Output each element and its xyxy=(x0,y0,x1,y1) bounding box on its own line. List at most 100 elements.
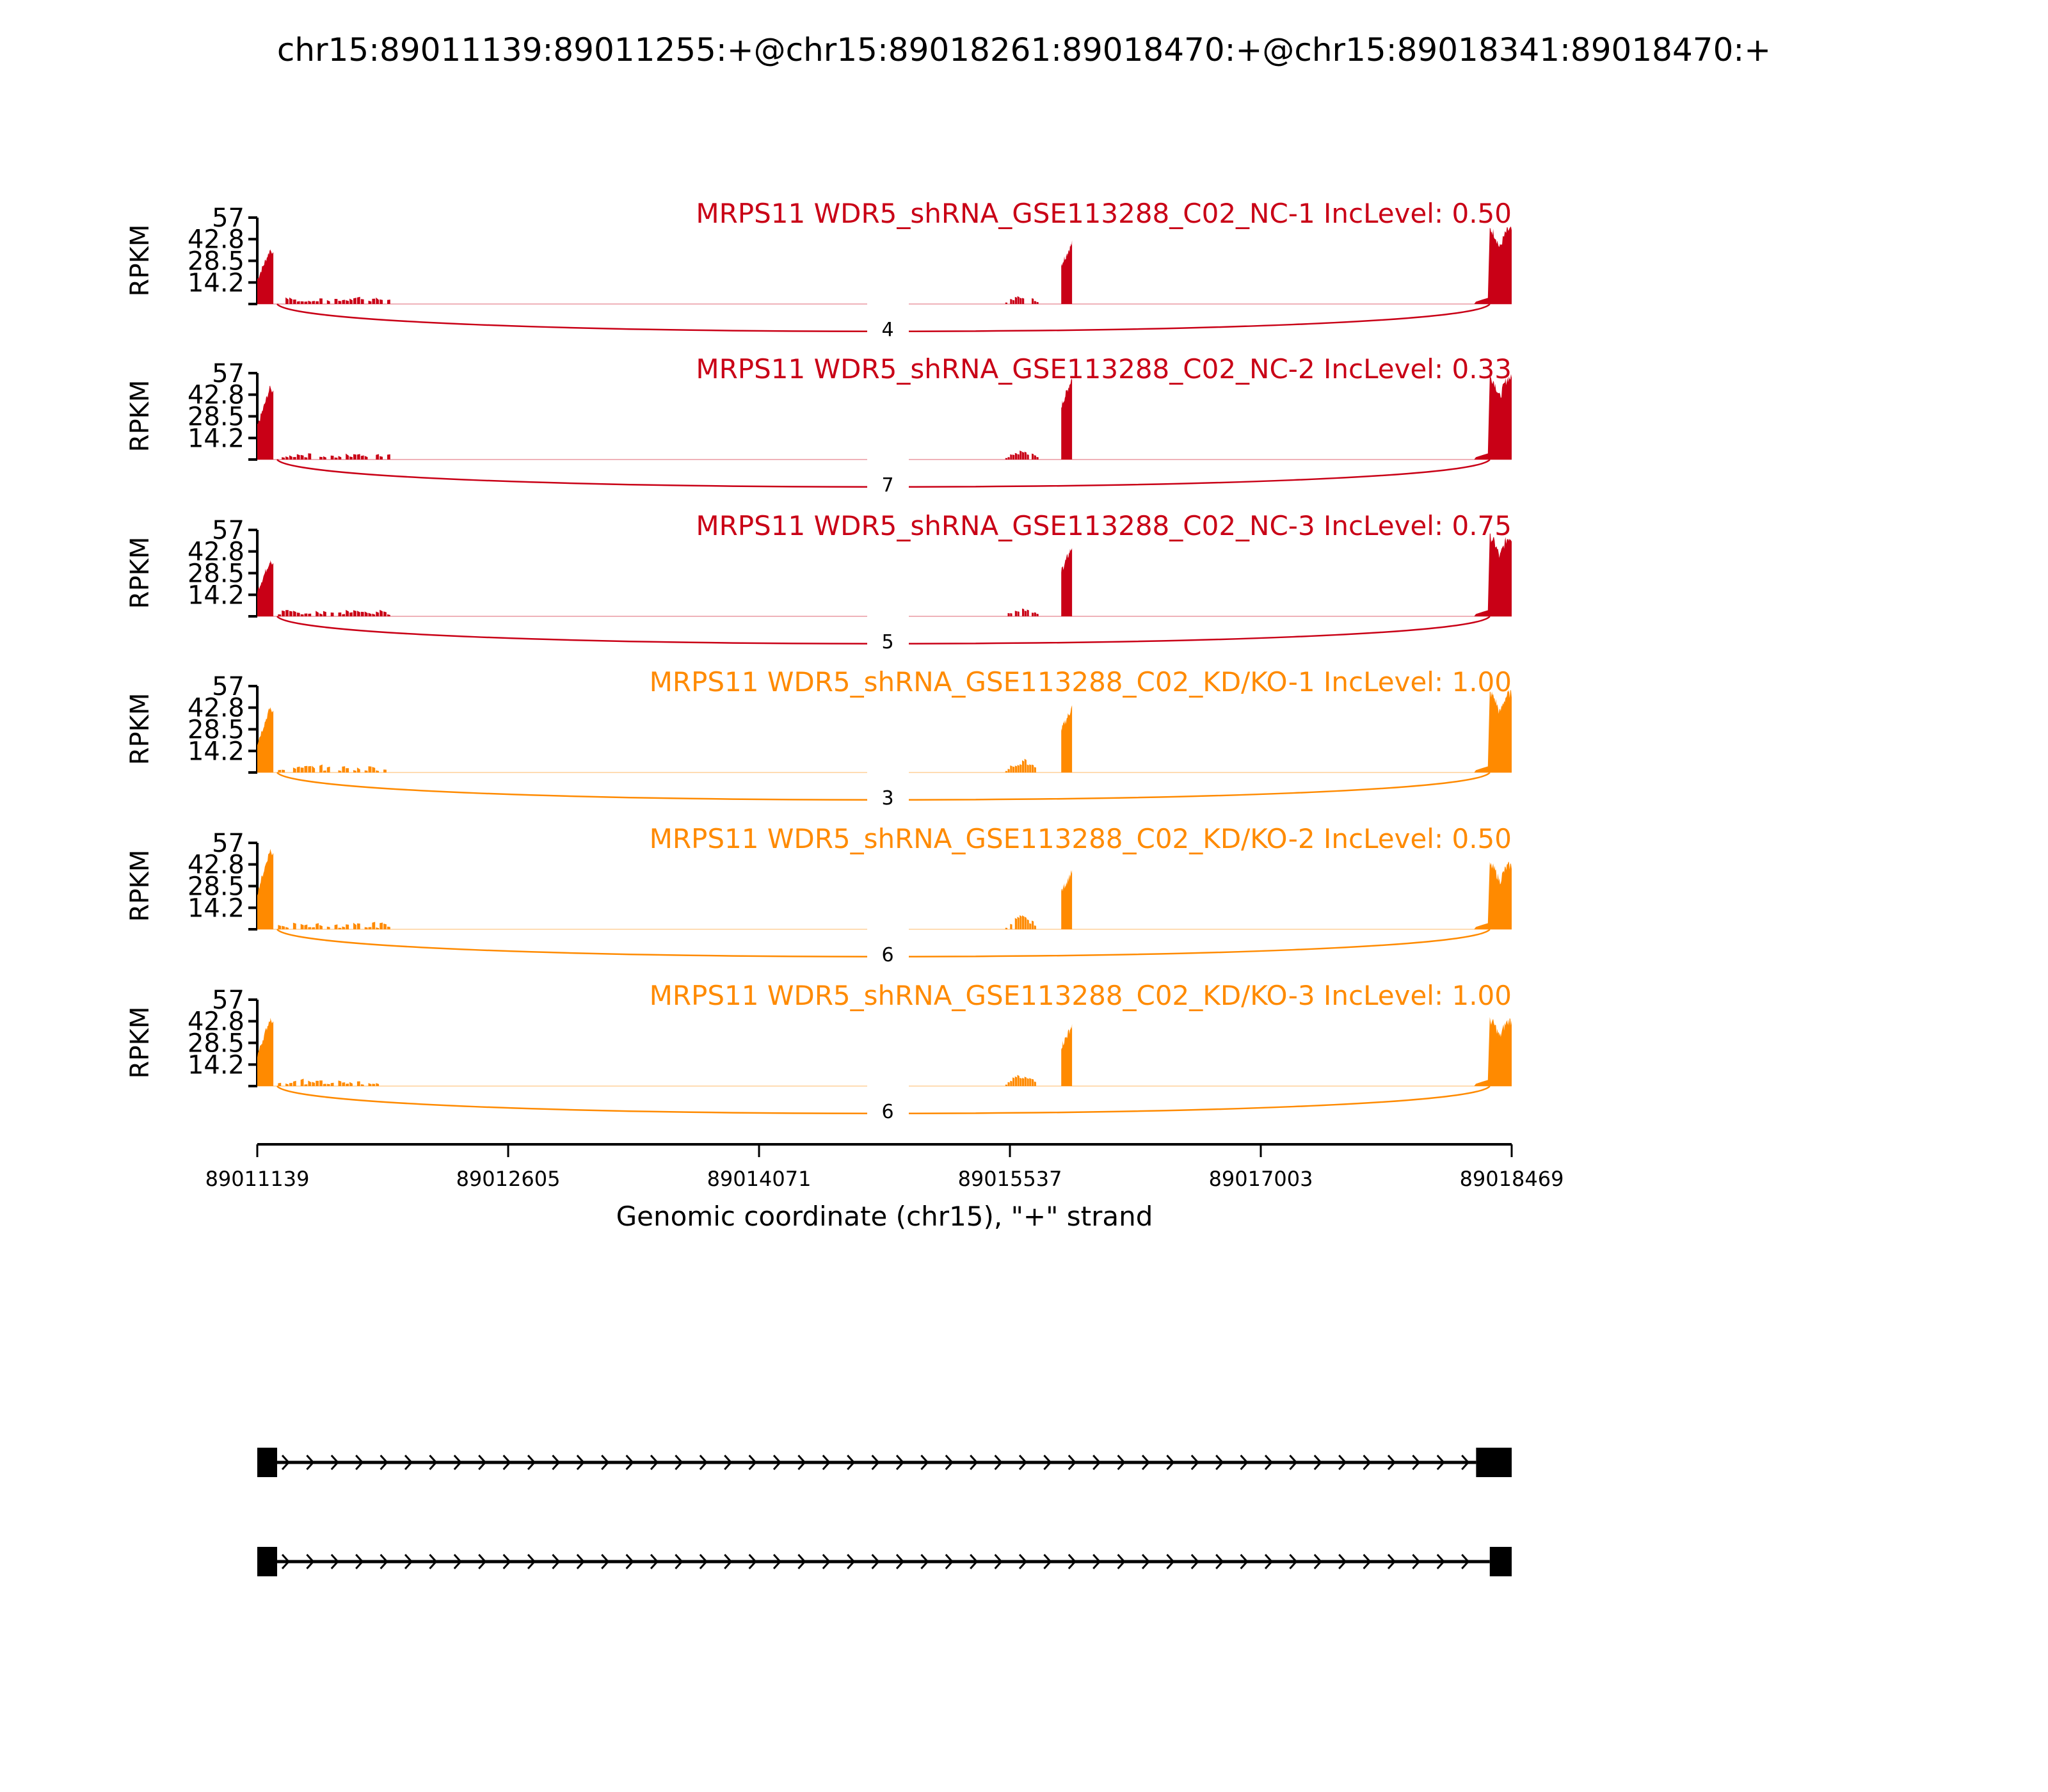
strand-arrow xyxy=(675,1454,684,1471)
strand-arrow xyxy=(1018,1454,1028,1471)
y-tick-label: 42.8 xyxy=(188,538,244,567)
strand-arrow xyxy=(1363,1454,1372,1471)
strand-arrow xyxy=(527,1454,536,1471)
x-tick-label: 89011139 xyxy=(205,1167,310,1191)
junction-label-bg xyxy=(867,472,909,495)
strand-arrow xyxy=(724,1454,733,1471)
strand-arrow xyxy=(895,1553,905,1570)
strand-arrow xyxy=(1141,1553,1151,1570)
strand-arrow xyxy=(1436,1553,1445,1570)
coverage-area xyxy=(257,849,1512,929)
y-tick-label: 28.5 xyxy=(188,1029,244,1059)
strand-arrow xyxy=(994,1454,1003,1471)
sample-label: MRPS11 WDR5_shRNA_GSE113288_C02_NC-3 Inc… xyxy=(696,510,1512,541)
strand-arrow xyxy=(1289,1454,1298,1471)
strand-arrow xyxy=(502,1553,511,1570)
strand-arrow xyxy=(871,1454,880,1471)
strand-arrow xyxy=(429,1454,438,1471)
strand-arrow xyxy=(1166,1553,1175,1570)
strand-arrow xyxy=(1068,1454,1076,1471)
junction-count-label: 3 xyxy=(881,787,893,810)
strand-arrow xyxy=(1240,1454,1249,1471)
sample-label: MRPS11 WDR5_shRNA_GSE113288_C02_NC-1 Inc… xyxy=(696,198,1512,229)
figure-title: chr15:89011139:89011255:+@chr15:89018261… xyxy=(277,31,1771,68)
exon-block xyxy=(1489,1547,1512,1576)
strand-arrow xyxy=(1264,1553,1274,1570)
strand-arrow xyxy=(1166,1454,1175,1471)
y-tick-label: 14.2 xyxy=(188,893,244,923)
y-tick-label: 14.2 xyxy=(188,1050,244,1080)
x-axis-label: Genomic coordinate (chr15), "+" strand xyxy=(616,1201,1153,1232)
strand-arrow xyxy=(1461,1553,1470,1570)
isoform-track xyxy=(257,1547,1512,1576)
sample-label: MRPS11 WDR5_shRNA_GSE113288_C02_NC-2 Inc… xyxy=(696,353,1512,385)
strand-arrow xyxy=(453,1553,462,1570)
y-tick-label: 42.8 xyxy=(188,225,244,255)
strand-arrow xyxy=(1068,1553,1076,1570)
strand-arrow xyxy=(748,1553,757,1570)
strand-arrow xyxy=(453,1454,462,1471)
junction-count-label: 4 xyxy=(881,319,893,341)
coverage-area xyxy=(257,374,1512,460)
strand-arrow xyxy=(306,1454,315,1471)
strand-arrow xyxy=(527,1553,536,1570)
x-axis: 89011139 89012605 89014071 89015537 89017003… xyxy=(205,1143,1564,1191)
junction-label-bg xyxy=(867,629,909,652)
junction-count-label: 7 xyxy=(881,474,893,497)
strand-arrow xyxy=(1363,1553,1372,1570)
junction-label-bg xyxy=(867,317,909,339)
x-tick-label: 89018469 xyxy=(1460,1167,1564,1191)
strand-arrow xyxy=(1313,1454,1322,1471)
strand-arrow xyxy=(1412,1553,1421,1570)
strand-arrow xyxy=(772,1553,782,1570)
strand-arrow xyxy=(281,1454,291,1471)
strand-arrow xyxy=(772,1454,782,1471)
sample-label: MRPS11 WDR5_shRNA_GSE113288_C02_KD/KO-2 … xyxy=(650,823,1512,854)
y-tick-label: 57 xyxy=(212,516,244,545)
y-tick-label: 28.5 xyxy=(188,247,244,276)
strand-arrow xyxy=(822,1454,831,1471)
junction-label-bg xyxy=(867,942,909,964)
y-tick-label: 57 xyxy=(212,986,244,1015)
exon-block xyxy=(1476,1448,1512,1477)
strand-arrow xyxy=(994,1553,1003,1570)
y-tick-label: 28.5 xyxy=(188,872,244,902)
y-tick-label: 42.8 xyxy=(188,381,244,410)
strand-arrow xyxy=(429,1553,438,1570)
strand-arrow xyxy=(1412,1454,1421,1471)
x-tick-label: 89017003 xyxy=(1209,1167,1313,1191)
y-tick-label: 57 xyxy=(212,829,244,858)
coverage-area xyxy=(257,1017,1512,1086)
strand-arrow xyxy=(330,1454,339,1471)
strand-arrow xyxy=(847,1454,856,1471)
strand-arrow xyxy=(650,1454,659,1471)
strand-arrow xyxy=(699,1553,708,1570)
coverage-area xyxy=(257,226,1512,304)
exon-block xyxy=(257,1547,278,1576)
coverage-area xyxy=(257,689,1512,772)
strand-arrow xyxy=(1338,1553,1347,1570)
y-tick-label: 14.2 xyxy=(188,737,244,766)
strand-arrow xyxy=(1387,1454,1396,1471)
strand-arrow xyxy=(1313,1553,1322,1570)
y-axis-label: RPKM xyxy=(125,1007,155,1079)
strand-arrow xyxy=(281,1553,291,1570)
junction-count-label: 5 xyxy=(881,631,893,653)
x-tick-label: 89015537 xyxy=(958,1167,1062,1191)
strand-arrow xyxy=(797,1553,806,1570)
y-tick-label: 28.5 xyxy=(188,559,244,589)
strand-arrow xyxy=(1289,1553,1298,1570)
y-axis-label: RPKM xyxy=(125,380,155,452)
strand-arrow xyxy=(970,1553,979,1570)
sample-label: MRPS11 WDR5_shRNA_GSE113288_C02_KD/KO-3 … xyxy=(650,980,1512,1011)
strand-arrow xyxy=(1117,1553,1126,1570)
strand-arrow xyxy=(625,1553,634,1570)
y-axis-label: RPKM xyxy=(125,850,155,922)
strand-arrow xyxy=(920,1454,929,1471)
strand-arrow xyxy=(552,1553,561,1570)
y-tick-label: 14.2 xyxy=(188,580,244,610)
